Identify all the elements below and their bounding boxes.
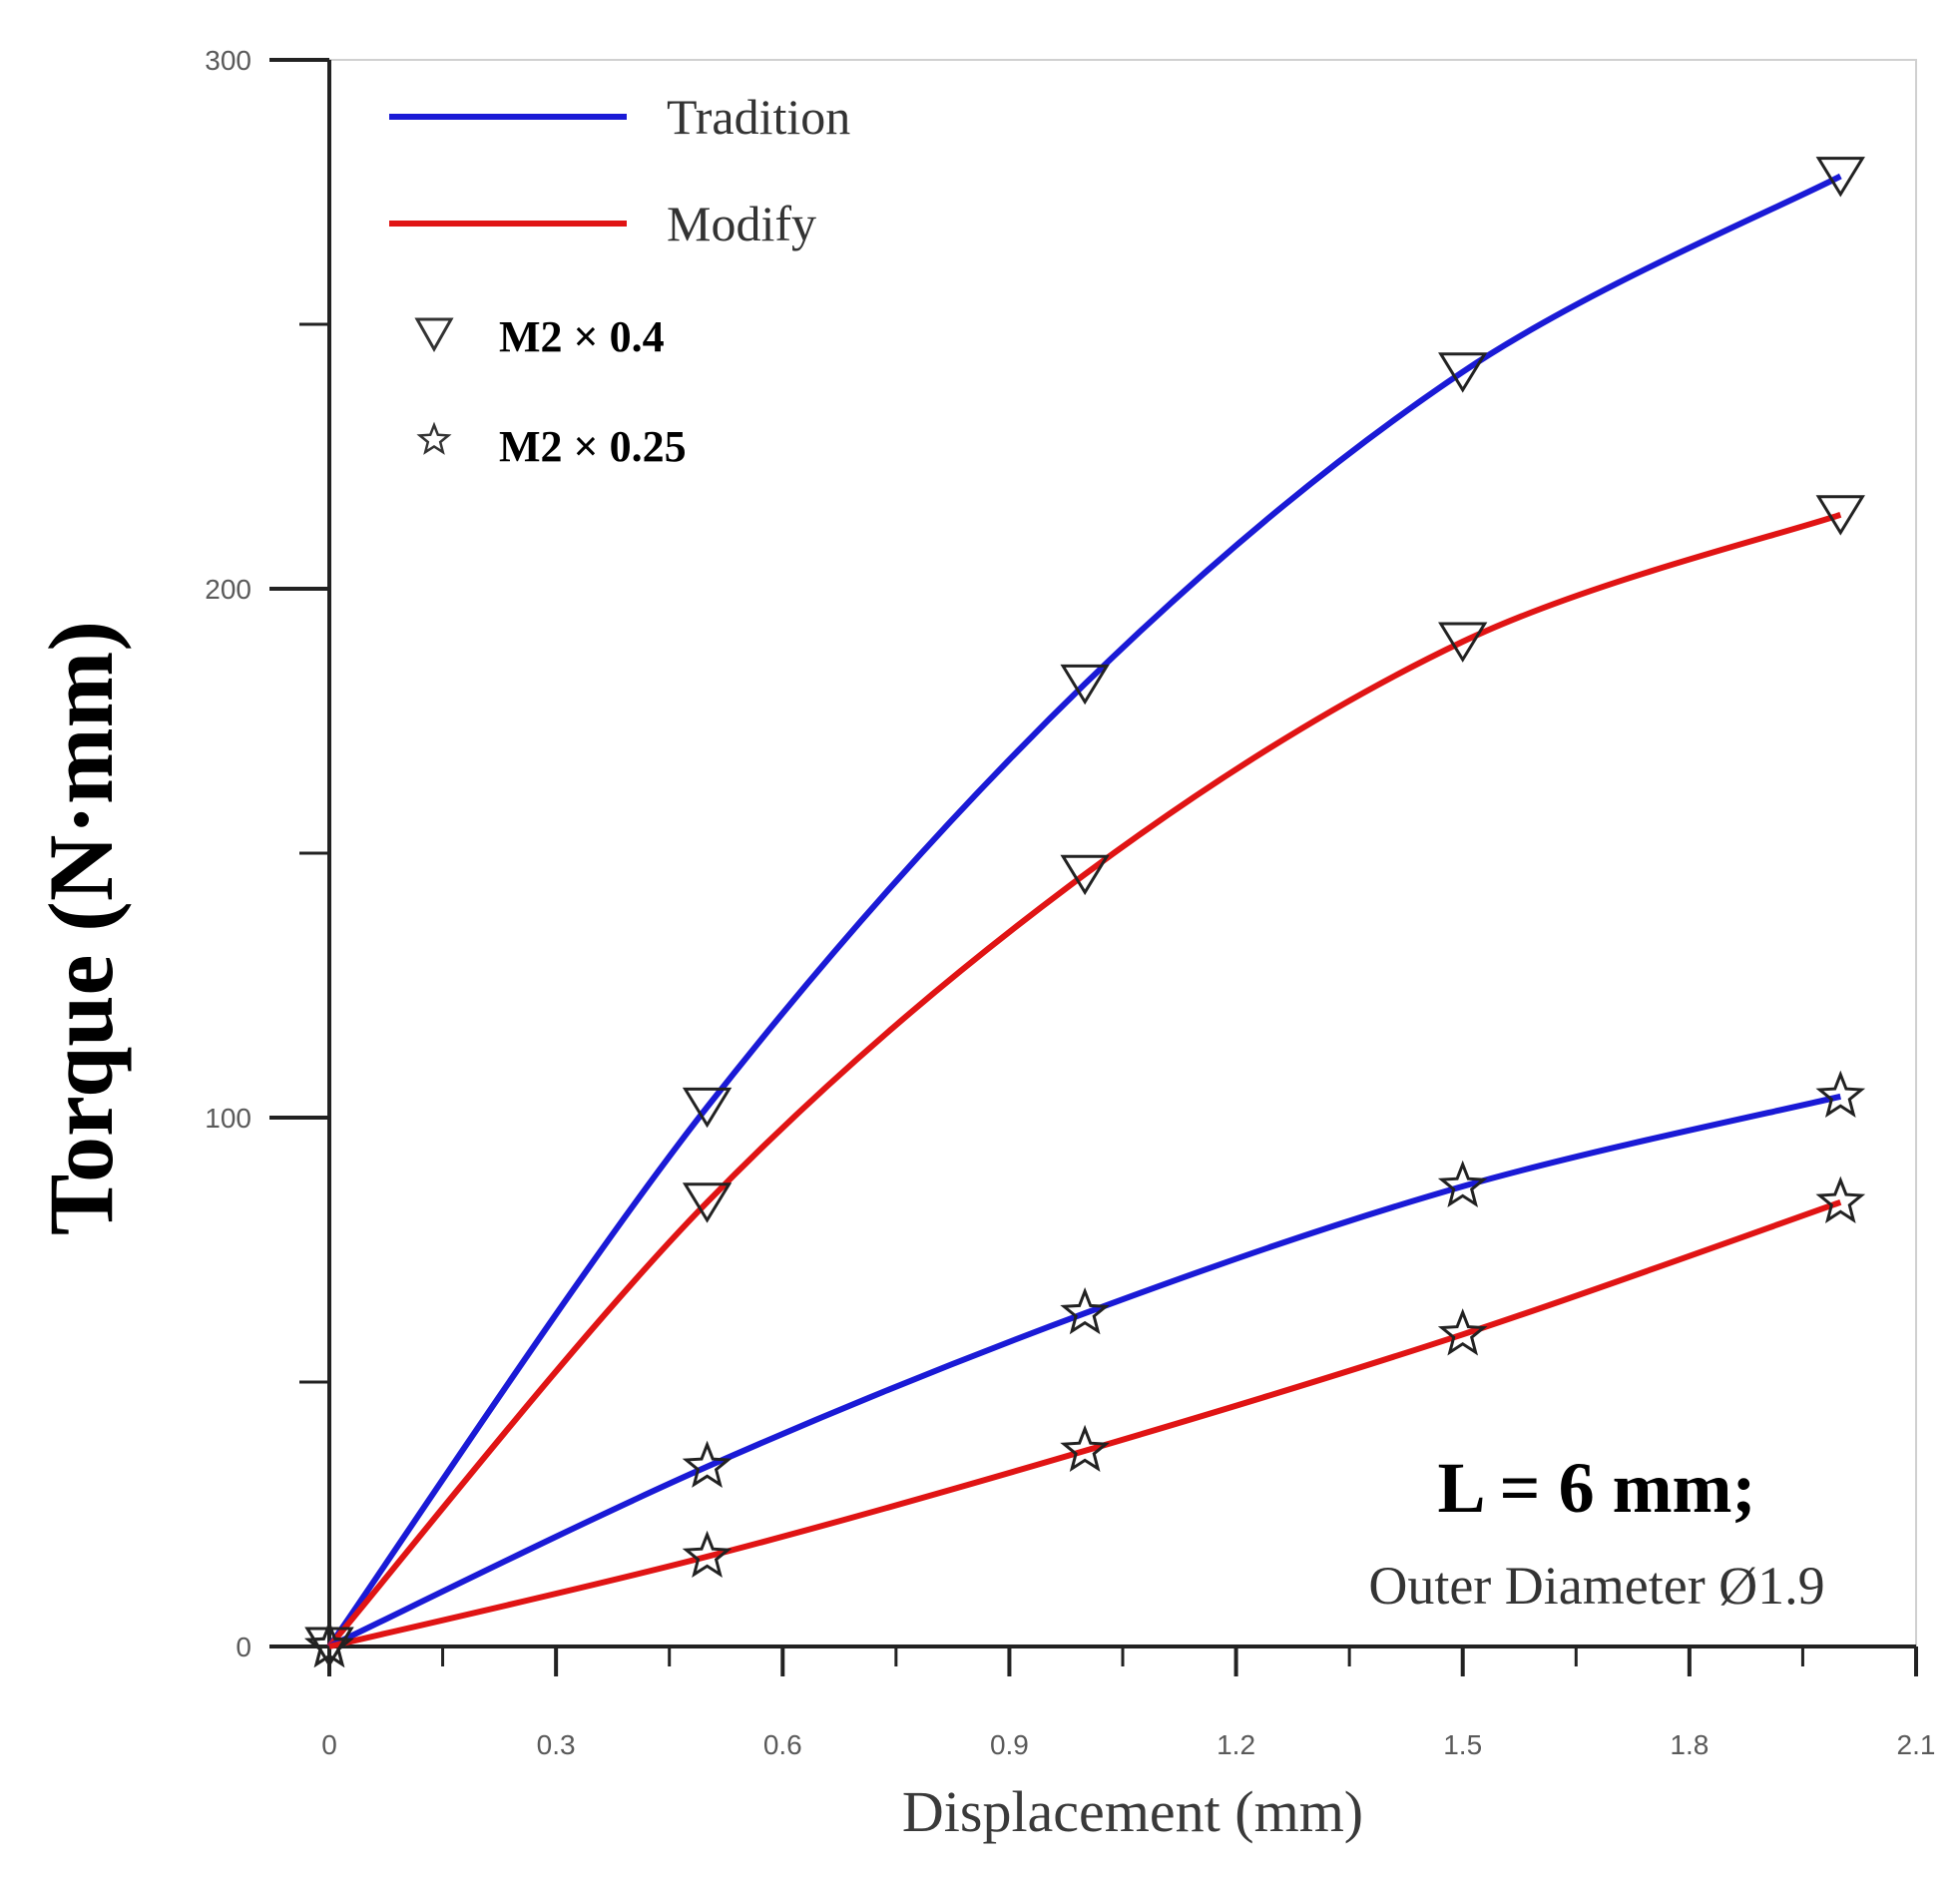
x-tick-label: 1.2 [1217, 1729, 1255, 1760]
star-marker [1437, 1308, 1488, 1356]
triangle-marker [682, 1087, 733, 1129]
x-tick-label: 0.3 [537, 1729, 576, 1760]
triangle-marker [1438, 352, 1488, 393]
star-marker [682, 1440, 733, 1488]
x-tick-label: 1.5 [1443, 1729, 1482, 1760]
x-tick-label: 0 [321, 1729, 337, 1760]
star-marker [304, 1620, 354, 1668]
x-tick-label: 2.1 [1897, 1729, 1936, 1760]
x-axis-title: Displacement (mm) [902, 1779, 1363, 1844]
series-line-0 [326, 173, 1842, 1648]
y-tick-label: 300 [205, 45, 251, 76]
star-marker [1437, 1160, 1488, 1208]
series-line-3 [328, 1198, 1842, 1649]
series-line-1 [326, 511, 1842, 1648]
y-tick-label: 100 [205, 1103, 251, 1134]
y-tick-label: 200 [205, 574, 251, 605]
annotation-length: L = 6 mm; [1437, 1448, 1755, 1528]
star-marker [1060, 1286, 1111, 1335]
star-marker [1815, 1070, 1866, 1118]
triangle-marker [682, 1182, 733, 1223]
legend-star-marker-icon [416, 421, 452, 455]
series-line-2 [327, 1093, 1841, 1649]
legend-triangle-marker-icon [414, 317, 454, 353]
y-tick-label: 0 [236, 1632, 251, 1662]
annotation-outer-diameter: Outer Diameter Ø1.9 [1368, 1556, 1824, 1616]
x-tick-label: 0.9 [990, 1729, 1029, 1760]
x-tick-label: 0.6 [763, 1729, 802, 1760]
y-axis-title: Torque (N·mm) [30, 621, 132, 1235]
x-tick-label: 1.8 [1670, 1729, 1709, 1760]
triangle-marker [1438, 622, 1488, 663]
plot-frame [328, 59, 1917, 1647]
series-layer [326, 173, 1842, 1649]
triangle-marker [1060, 664, 1110, 705]
legend-label-modify: Modify [667, 196, 816, 251]
triangle-marker [1815, 495, 1865, 536]
star-marker [682, 1530, 733, 1579]
marker-layer [304, 157, 1866, 1668]
triangle-marker [1815, 157, 1865, 198]
legend-label-m2-025: M2 × 0.25 [499, 422, 687, 471]
legend-label-m2-04: M2 × 0.4 [499, 312, 665, 361]
triangle-marker [1060, 854, 1110, 896]
star-marker [1815, 1175, 1866, 1223]
star-marker [1060, 1424, 1111, 1473]
legend: Tradition Modify M2 × 0.4 M2 × 0.25 [389, 89, 850, 471]
axes: 0 0.3 0.6 0.9 1.2 1.5 1.8 2.1 0 100 200 300 [205, 45, 1935, 1760]
legend-label-tradition: Tradition [667, 89, 850, 145]
